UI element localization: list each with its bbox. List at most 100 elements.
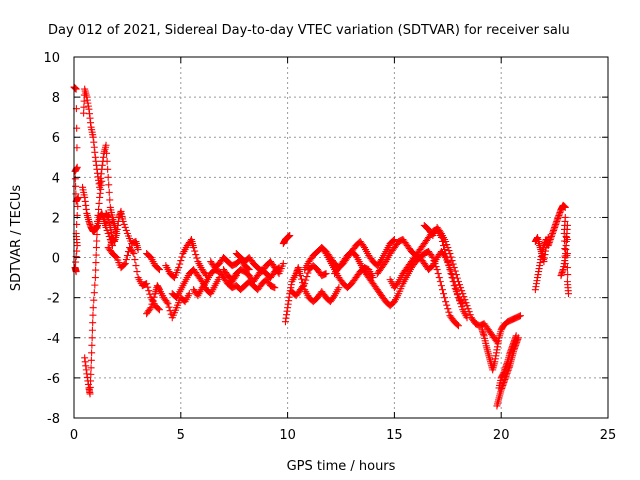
data-point: [192, 251, 200, 259]
data-point: [465, 308, 473, 316]
data-point: [175, 264, 183, 272]
data-point: [245, 266, 253, 274]
data-point: [460, 293, 468, 301]
y-tick-label: 8: [52, 91, 60, 106]
data-point: [453, 274, 461, 282]
x-tick-label: 15: [386, 428, 403, 443]
data-point: [286, 231, 294, 239]
data-point: [564, 271, 572, 279]
data-point: [145, 287, 153, 295]
x-tick-label: 25: [600, 428, 617, 443]
data-point: [456, 297, 464, 305]
data-point: [104, 173, 112, 181]
data-point: [445, 308, 453, 316]
data-point: [449, 260, 457, 268]
data-point: [271, 284, 279, 292]
data-point: [445, 247, 453, 255]
data-point: [185, 290, 193, 298]
data-point: [454, 322, 462, 330]
y-tick-label: 2: [52, 211, 60, 226]
data-point: [87, 356, 95, 364]
x-tick-labels: 0 5 10 15 20 25: [70, 428, 616, 443]
data-point: [562, 232, 570, 240]
data-point: [87, 377, 95, 385]
data-point: [86, 390, 94, 398]
data-point: [150, 293, 158, 301]
data-point: [104, 229, 112, 237]
data-point: [296, 272, 304, 280]
data-point: [133, 268, 141, 276]
data-point: [91, 281, 99, 289]
data-point: [304, 269, 312, 277]
data-point: [102, 141, 110, 149]
data-point: [191, 247, 199, 255]
data-point: [120, 261, 128, 269]
data-point: [447, 253, 455, 261]
data-point: [441, 294, 449, 302]
data-point: [105, 181, 113, 189]
data-point: [454, 278, 462, 286]
data-point: [71, 167, 79, 175]
data-point: [106, 196, 114, 204]
data-point: [93, 224, 101, 232]
data-point: [434, 270, 442, 278]
data-point: [561, 260, 569, 268]
data-point: [104, 165, 112, 173]
data-point: [71, 175, 79, 183]
data-point: [88, 349, 96, 357]
data-point: [177, 257, 185, 265]
data-point: [297, 275, 305, 283]
data-point: [74, 202, 82, 210]
data-point: [450, 264, 458, 272]
data-point: [165, 303, 173, 311]
data-point: [147, 304, 155, 312]
data-point: [148, 300, 156, 308]
data-point: [390, 236, 398, 244]
data-point: [87, 370, 95, 378]
chart-title: Day 012 of 2021, Sidereal Day-to-day VTE…: [48, 23, 570, 38]
x-tick-label: 10: [279, 428, 296, 443]
y-tick-label: -4: [47, 332, 60, 347]
data-point: [120, 220, 128, 228]
data-point: [93, 217, 101, 225]
data-point: [86, 383, 94, 391]
data-point: [442, 298, 450, 306]
data-point: [89, 304, 97, 312]
data-point: [73, 144, 81, 152]
data-point: [134, 246, 142, 254]
data-point: [144, 283, 152, 291]
data-point: [190, 244, 198, 252]
data-point: [163, 298, 171, 306]
data-point: [394, 279, 402, 287]
data-point: [88, 334, 96, 342]
data-point: [155, 306, 163, 314]
data-point: [462, 299, 470, 307]
data-point: [560, 229, 568, 237]
data-point: [448, 257, 456, 265]
data-point: [437, 282, 445, 290]
data-point: [561, 203, 569, 211]
data-point: [122, 226, 130, 234]
data-point: [88, 326, 96, 334]
data-point: [461, 296, 469, 304]
data-point: [544, 234, 552, 241]
data-point: [303, 273, 311, 281]
data-point: [563, 236, 571, 244]
data-point: [330, 293, 338, 301]
data-point: [516, 312, 524, 320]
data-point: [95, 199, 103, 207]
data-point: [561, 252, 569, 260]
y-tick-label: -8: [47, 412, 60, 427]
data-point: [446, 250, 454, 258]
data-point: [458, 287, 466, 295]
data-point: [98, 177, 106, 185]
plot-frame: [73, 56, 609, 419]
data-point: [457, 284, 465, 292]
data-point: [456, 281, 464, 289]
data-point: [143, 280, 151, 288]
data-point: [436, 278, 444, 286]
data-point: [452, 271, 460, 279]
data-point: [176, 260, 184, 268]
data-point: [300, 281, 308, 289]
